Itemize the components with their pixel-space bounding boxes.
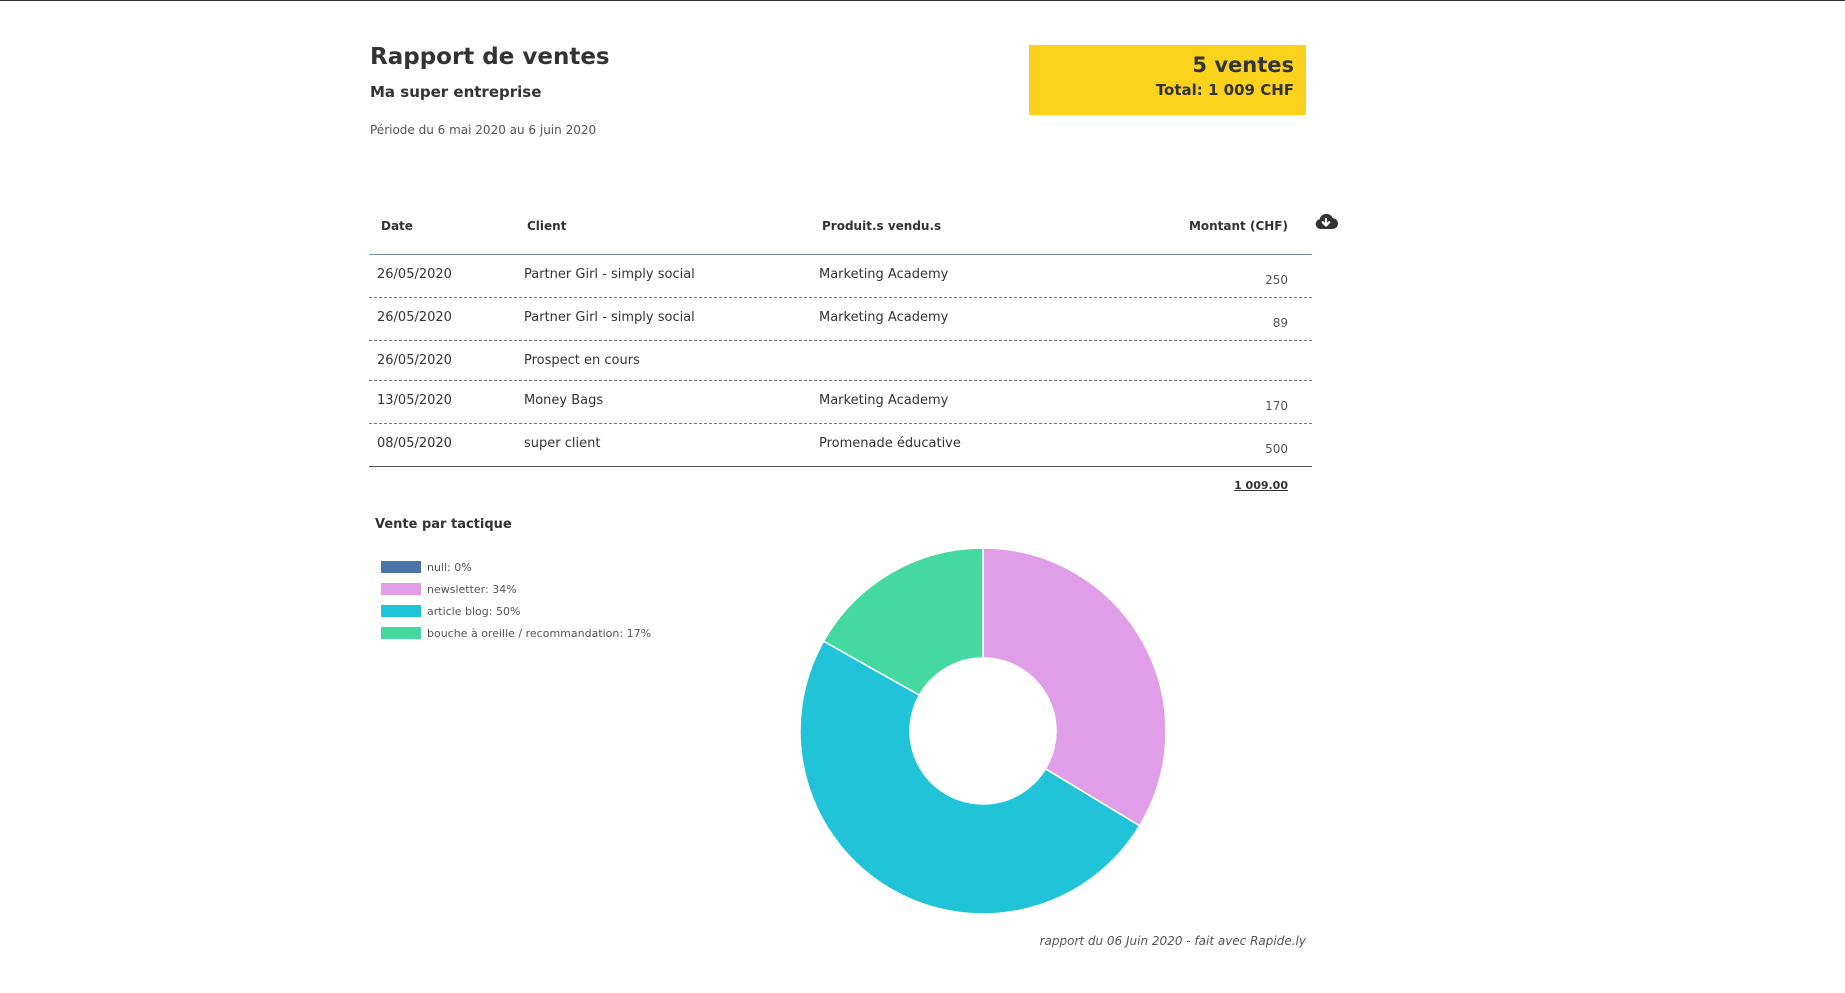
cell-amount: 500 [1265, 442, 1288, 456]
donut-slice [822, 547, 984, 697]
chart-legend: null: 0% newsletter: 34% article blog: 5… [381, 556, 651, 644]
table-row: 08/05/2020 super client Promenade éducat… [369, 424, 1312, 467]
sales-count: 5 ventes [1192, 53, 1294, 77]
cell-products: Marketing Academy [819, 310, 949, 325]
legend-item: newsletter: 34% [381, 578, 651, 600]
legend-item: null: 0% [381, 556, 651, 578]
legend-item: bouche à oreille / recommandation: 17% [381, 622, 651, 644]
cell-client: Money Bags [524, 393, 604, 408]
cell-amount: 170 [1265, 399, 1288, 413]
cell-client: Partner Girl - simply social [524, 310, 695, 325]
header-products: Produit.s vendu.s [822, 219, 942, 233]
cell-date: 13/05/2020 [377, 393, 452, 408]
cell-products: Marketing Academy [819, 267, 949, 282]
cloud-download-icon[interactable] [1314, 212, 1339, 236]
chart-title: Vente par tactique [375, 517, 512, 532]
company-name: Ma super entreprise [370, 83, 542, 101]
cell-date: 08/05/2020 [377, 436, 452, 451]
cell-date: 26/05/2020 [377, 267, 452, 282]
legend-label: null: 0% [427, 560, 472, 574]
report-period: Période du 6 mai 2020 au 6 juin 2020 [370, 123, 597, 137]
legend-label: article blog: 50% [427, 604, 521, 618]
cell-amount: 89 [1272, 316, 1288, 330]
cell-client: Prospect en cours [524, 353, 640, 368]
cell-client: Partner Girl - simply social [524, 267, 695, 282]
cell-client: super client [524, 436, 601, 451]
cell-amount: 250 [1265, 273, 1288, 287]
table-row: 26/05/2020 Partner Girl - simply social … [369, 298, 1312, 341]
cell-products: Marketing Academy [819, 393, 949, 408]
cell-date: 26/05/2020 [377, 310, 452, 325]
legend-swatch [381, 561, 421, 573]
top-border [0, 0, 1845, 1]
legend-swatch [381, 583, 421, 595]
table-row: 26/05/2020 Partner Girl - simply social … [369, 255, 1312, 298]
legend-label: newsletter: 34% [427, 582, 517, 596]
header-amount: Montant (CHF) [1188, 219, 1288, 233]
legend-swatch [381, 627, 421, 639]
table-row: 26/05/2020 Prospect en cours [369, 341, 1312, 381]
legend-label: bouche à oreille / recommandation: 17% [427, 626, 652, 640]
table-row: 13/05/2020 Money Bags Marketing Academy … [369, 381, 1312, 424]
report-title: Rapport de ventes [370, 44, 610, 70]
donut-slice [982, 547, 1167, 827]
table-header: Date Client Produit.s vendu.s Montant (C… [369, 205, 1312, 255]
legend-swatch [381, 605, 421, 617]
sales-summary-card: 5 ventes Total: 1 009 CHF [1029, 45, 1306, 115]
donut-slice [799, 640, 1141, 915]
grand-total: 1 009.00 [1234, 479, 1288, 492]
sales-table: Date Client Produit.s vendu.s Montant (C… [369, 205, 1312, 467]
legend-item: article blog: 50% [381, 600, 651, 622]
header-client: Client [527, 219, 567, 233]
cell-products: Promenade éducative [819, 436, 961, 451]
cell-date: 26/05/2020 [377, 353, 452, 368]
header-date: Date [381, 219, 413, 233]
report-footer: rapport du 06 Juin 2020 - fait avec Rapi… [1039, 934, 1306, 948]
sales-total: Total: 1 009 CHF [1155, 81, 1294, 99]
